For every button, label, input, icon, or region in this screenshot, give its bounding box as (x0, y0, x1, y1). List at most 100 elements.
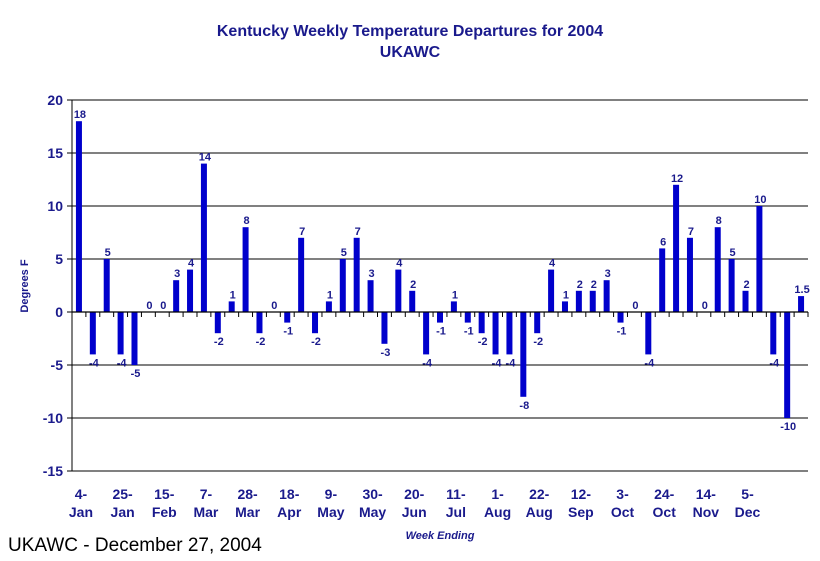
y-tick-label: -5 (51, 357, 64, 373)
bar (589, 290, 596, 312)
data-label: -4 (769, 357, 780, 369)
data-labels: 18-45-4-50 03414-218-20-17-21573-342-4-11… (74, 109, 810, 433)
y-tick-label: -15 (43, 463, 63, 479)
x-tick-label: Oct (653, 504, 677, 520)
bar (659, 248, 666, 312)
x-tick-label: May (359, 504, 386, 520)
y-tick-label: -10 (43, 410, 63, 426)
bar (798, 296, 805, 312)
data-label: -1 (617, 326, 627, 338)
data-label: -3 (381, 347, 391, 359)
y-tick-label: 20 (47, 92, 63, 108)
data-label: -5 (131, 368, 141, 380)
x-tick-label: Oct (611, 504, 635, 520)
data-label: 2 (743, 279, 749, 291)
bar (645, 312, 652, 355)
data-label: 0 (702, 300, 708, 312)
bar (492, 312, 499, 355)
bar (103, 259, 110, 312)
y-tick-label: 5 (55, 251, 63, 267)
data-label: 0 (271, 300, 277, 312)
bar (312, 312, 319, 334)
x-tick-label: 25- (112, 486, 133, 502)
y-tick-label: 15 (47, 145, 63, 161)
data-label: -4 (506, 357, 517, 369)
x-tick-label: Jan (111, 504, 135, 520)
bar (117, 312, 124, 355)
bar (770, 312, 777, 355)
bar (686, 237, 693, 312)
data-label: 2 (591, 279, 597, 291)
bar (617, 312, 624, 323)
x-tick-label: Aug (484, 504, 511, 520)
bar (673, 184, 680, 312)
data-label: -4 (117, 357, 128, 369)
bar (464, 312, 471, 323)
data-label: 6 (660, 236, 666, 248)
data-label: -4 (422, 357, 433, 369)
data-label: 0 (146, 300, 152, 312)
y-tick-label: 0 (55, 304, 63, 320)
x-tick-label: Jan (69, 504, 93, 520)
x-tick-label: Aug (526, 504, 553, 520)
bar (603, 280, 610, 312)
bar (367, 280, 374, 312)
bar (423, 312, 430, 355)
data-label: -2 (311, 336, 321, 348)
x-tick-label: May (317, 504, 344, 520)
data-label: 8 (716, 215, 722, 227)
bar (395, 269, 402, 312)
bar (200, 163, 207, 312)
x-tick-label: Jul (446, 504, 466, 520)
chart-subtitle: UKAWC (380, 44, 441, 61)
data-label: 7 (355, 226, 361, 238)
data-label: 1 (327, 289, 333, 301)
bar (478, 312, 485, 334)
x-tick-label: Nov (693, 504, 720, 520)
x-tick-label: 7- (200, 486, 213, 502)
y-axis-label: Degrees F (19, 259, 31, 312)
data-label: 1 (563, 289, 569, 301)
bar (284, 312, 291, 323)
data-label: -1 (436, 326, 446, 338)
y-tick-labels: 20 15 10 5 0 -5 -10 -15 (43, 92, 63, 479)
x-tick-label: 28- (237, 486, 258, 502)
x-tick-label: 11- (446, 486, 466, 502)
bar (242, 227, 249, 312)
data-label: 3 (605, 268, 611, 280)
bar (548, 269, 555, 312)
x-tick-label: Jun (402, 504, 427, 520)
x-tick-label: 3- (616, 486, 629, 502)
data-label: 7 (299, 226, 305, 238)
bar (131, 312, 138, 365)
y-tick-label: 10 (47, 198, 63, 214)
bar (214, 312, 221, 334)
data-label: -8 (519, 400, 529, 412)
data-label: 0 (632, 300, 638, 312)
x-tick-label: Mar (193, 504, 218, 520)
data-label: 14 (199, 152, 212, 164)
bar (339, 259, 346, 312)
data-label: -2 (256, 336, 266, 348)
bar (256, 312, 263, 334)
x-tick-labels: 4- Jan 25- Jan 15- Feb 7- Mar 28- Mar 18- Apr 9- May 3… (69, 486, 761, 520)
bar (187, 269, 194, 312)
x-tick-label: 9- (325, 486, 338, 502)
data-label: 5 (105, 247, 111, 259)
footer-text: UKAWC - December 27, 2004 (8, 535, 262, 556)
bar (714, 227, 721, 312)
data-label: -4 (644, 357, 655, 369)
x-tick-label: 18- (279, 486, 300, 502)
data-label: 12 (671, 173, 683, 185)
bar (561, 301, 568, 312)
bar (437, 312, 443, 323)
x-axis-label: Week Ending (406, 530, 475, 542)
bar (325, 301, 332, 312)
bar (353, 237, 360, 312)
data-label: -1 (283, 326, 293, 338)
x-tick-label: 15- (154, 486, 175, 502)
bar (75, 121, 82, 312)
x-tick-label: 24- (654, 486, 675, 502)
bar (784, 312, 791, 418)
data-label: -2 (478, 336, 488, 348)
